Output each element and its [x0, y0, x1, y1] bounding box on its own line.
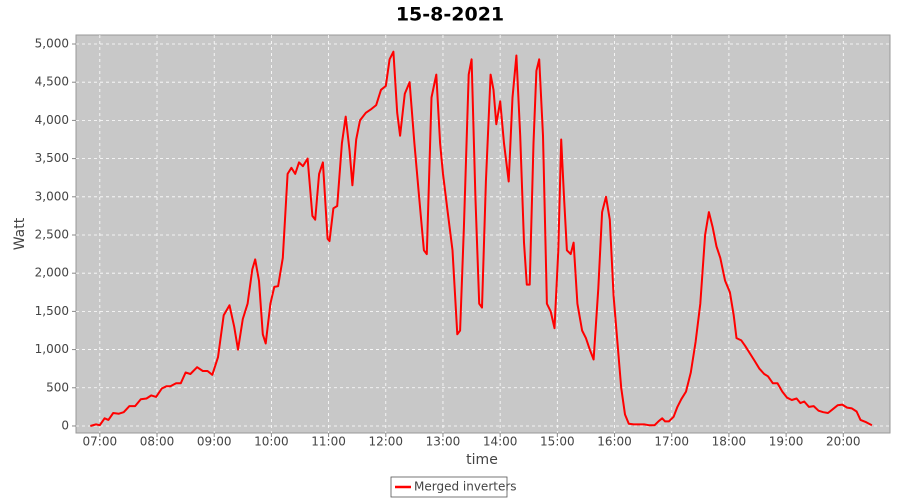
x-tick-label: 14:00: [483, 435, 518, 449]
y-tick-label: 3,000: [35, 189, 69, 203]
x-tick-label: 09:00: [197, 435, 232, 449]
y-tick-label: 4,000: [35, 113, 69, 127]
y-tick-label: 2,500: [35, 227, 69, 241]
y-tick-label: 5,000: [35, 37, 69, 51]
x-tick-label: 20:00: [826, 435, 861, 449]
y-tick-label: 4,500: [35, 75, 69, 89]
plot-area: [75, 34, 891, 434]
chart-title: 15-8-2021: [396, 4, 504, 26]
y-tick-label: 0: [61, 418, 69, 432]
x-tick-label: 11:00: [311, 435, 346, 449]
y-tick-label: 2,000: [35, 266, 69, 280]
legend-label: Merged inverters: [414, 480, 517, 494]
y-tick-label: 3,500: [35, 151, 69, 165]
x-tick-label: 18:00: [712, 435, 747, 449]
y-tick-label: 1,000: [35, 342, 69, 356]
x-tick-label: 10:00: [254, 435, 289, 449]
series-line: [90, 50, 873, 427]
x-tick-label: 17:00: [654, 435, 689, 449]
y-tick-label: 1,500: [35, 304, 69, 318]
x-tick-label: 07:00: [83, 435, 118, 449]
legend: [390, 476, 508, 498]
y-axis-label: Watt: [12, 217, 28, 250]
x-tick-label: 08:00: [140, 435, 175, 449]
x-tick-label: 19:00: [769, 435, 804, 449]
x-tick-label: 15:00: [540, 435, 575, 449]
y-tick-label: 500: [46, 380, 69, 394]
x-tick-label: 12:00: [368, 435, 403, 449]
x-tick-label: 13:00: [426, 435, 461, 449]
x-axis-label: time: [466, 452, 498, 468]
x-tick-label: 16:00: [597, 435, 632, 449]
